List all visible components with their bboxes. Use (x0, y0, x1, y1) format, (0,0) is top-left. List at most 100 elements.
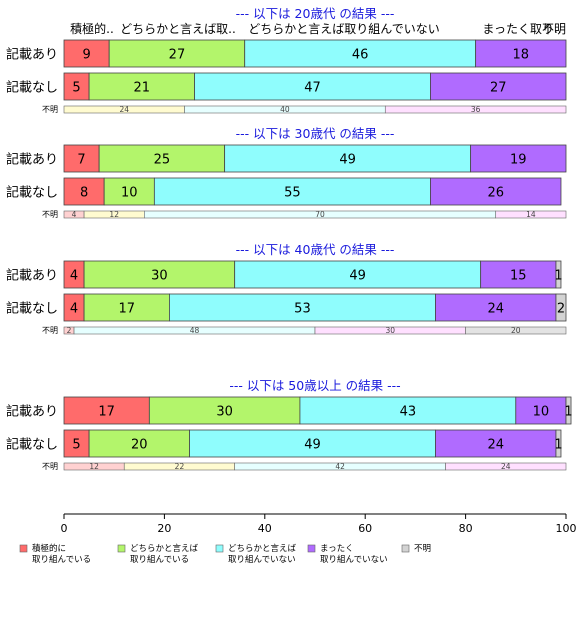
bar-segment (430, 72, 567, 101)
bar-segment (63, 396, 150, 425)
x-tick-label: 40 (258, 522, 272, 535)
panel-title: --- 以下は 30歳代 の結果 --- (236, 126, 395, 141)
legend-label: どちらかと言えば (228, 543, 297, 554)
bar-value-label: 9 (82, 48, 90, 63)
bar-value-label: 5 (72, 81, 80, 96)
bar-segment (224, 144, 472, 173)
row-label: 不明 (42, 210, 58, 219)
bar-value-label: 4 (70, 302, 78, 317)
bar-value-label: 27 (490, 81, 507, 96)
column-header: 積極的.. (70, 21, 114, 36)
column-header: まったく取り.. (482, 22, 561, 36)
bar-value-label: 17 (98, 405, 115, 420)
small-bar-value-label: 14 (526, 210, 536, 219)
bar-segment (153, 177, 431, 206)
small-bar-value-label: 12 (109, 210, 119, 219)
small-bar-value-label: 20 (511, 326, 521, 335)
bar-segment (480, 260, 557, 289)
column-header: どちらかと言えば取り組んでいない (248, 22, 439, 36)
bar-segment (555, 260, 562, 289)
bar-value-label: 30 (216, 405, 233, 420)
bar-value-label: 5 (72, 438, 80, 453)
bar-value-label: 19 (510, 153, 527, 168)
bar-value-label: 49 (349, 269, 366, 284)
bar-value-label: 47 (304, 81, 321, 96)
bar-value-label: 4 (70, 269, 78, 284)
panel-title: --- 以下は 20歳代 の結果 --- (236, 6, 395, 21)
small-bar-segment (384, 105, 567, 114)
bar-segment (98, 144, 226, 173)
row-label: 不明 (42, 462, 58, 471)
bar-value-label: 24 (487, 438, 504, 453)
bar-value-label: 10 (533, 405, 550, 420)
bar-segment (108, 39, 246, 68)
bar-value-label: 21 (134, 81, 151, 96)
x-tick-label: 0 (61, 522, 68, 535)
small-bar-segment (495, 210, 567, 219)
bar-value-label: 17 (118, 302, 135, 317)
small-bar-value-label: 30 (386, 326, 396, 335)
bar-segment (88, 429, 190, 458)
legend-label: 取り組んでいる (32, 554, 91, 565)
bar-segment (103, 177, 155, 206)
legend-label: どちらかと言えば (130, 543, 199, 554)
bar-segment (63, 177, 105, 206)
row-label: 記載あり (6, 152, 58, 168)
small-bar-value-label: 22 (175, 462, 185, 471)
x-tick-label: 60 (358, 522, 372, 535)
small-bar-value-label: 4 (72, 210, 77, 219)
bar-value-label: 26 (487, 186, 504, 201)
bar-value-label: 1 (554, 438, 562, 453)
legend-label: 不明 (414, 544, 431, 554)
bar-value-label: 1 (564, 405, 572, 420)
panel-title: --- 以下は 40歳代 の結果 --- (236, 242, 395, 257)
x-tick-label: 20 (157, 522, 171, 535)
bar-value-label: 49 (304, 438, 321, 453)
row-label: 記載なし (6, 185, 58, 201)
bar-value-label: 53 (294, 302, 311, 317)
row-label: 記載なし (6, 301, 58, 317)
small-bar-value-label: 24 (501, 462, 511, 471)
bar-segment (435, 429, 557, 458)
small-bar-value-label: 42 (335, 462, 345, 471)
bar-value-label: 49 (339, 153, 356, 168)
small-bar-segment (445, 462, 567, 471)
legend-label: 取り組んでいない (228, 554, 296, 565)
bar-value-label: 30 (151, 269, 168, 284)
small-bar-value-label: 70 (315, 210, 325, 219)
x-tick-label: 80 (459, 522, 473, 535)
legend-swatch (19, 544, 28, 553)
legend-swatch (215, 544, 224, 553)
bar-segment (63, 72, 90, 101)
bar-value-label: 55 (284, 186, 301, 201)
bar-value-label: 8 (80, 186, 88, 201)
row-label: 記載あり (6, 268, 58, 284)
bar-segment (555, 429, 562, 458)
small-bar-value-label: 40 (280, 105, 290, 114)
bar-segment (430, 177, 562, 206)
bar-value-label: 24 (487, 302, 504, 317)
bar-segment (470, 144, 567, 173)
row-label: 記載あり (6, 404, 58, 420)
legend-label: まったく (320, 544, 354, 554)
bar-segment (169, 293, 436, 322)
legend-label: 積極的に (32, 543, 66, 554)
bar-value-label: 7 (77, 153, 85, 168)
column-header: どちらかと言えば取.. (120, 22, 236, 36)
bar-segment (299, 396, 517, 425)
bar-value-label: 2 (557, 302, 565, 317)
bar-value-label: 15 (510, 269, 527, 284)
bar-value-label: 46 (352, 48, 369, 63)
bar-value-label: 10 (121, 186, 138, 201)
bar-segment (83, 293, 170, 322)
bar-value-label: 27 (169, 48, 186, 63)
bar-value-label: 20 (131, 438, 148, 453)
bar-segment (565, 396, 572, 425)
legend-label: 取り組んでいる (130, 554, 189, 565)
bar-value-label: 25 (154, 153, 171, 168)
legend-swatch (307, 544, 316, 553)
bar-segment (515, 396, 567, 425)
legend-label: 取り組んでいない (320, 554, 388, 565)
bar-segment (88, 72, 195, 101)
